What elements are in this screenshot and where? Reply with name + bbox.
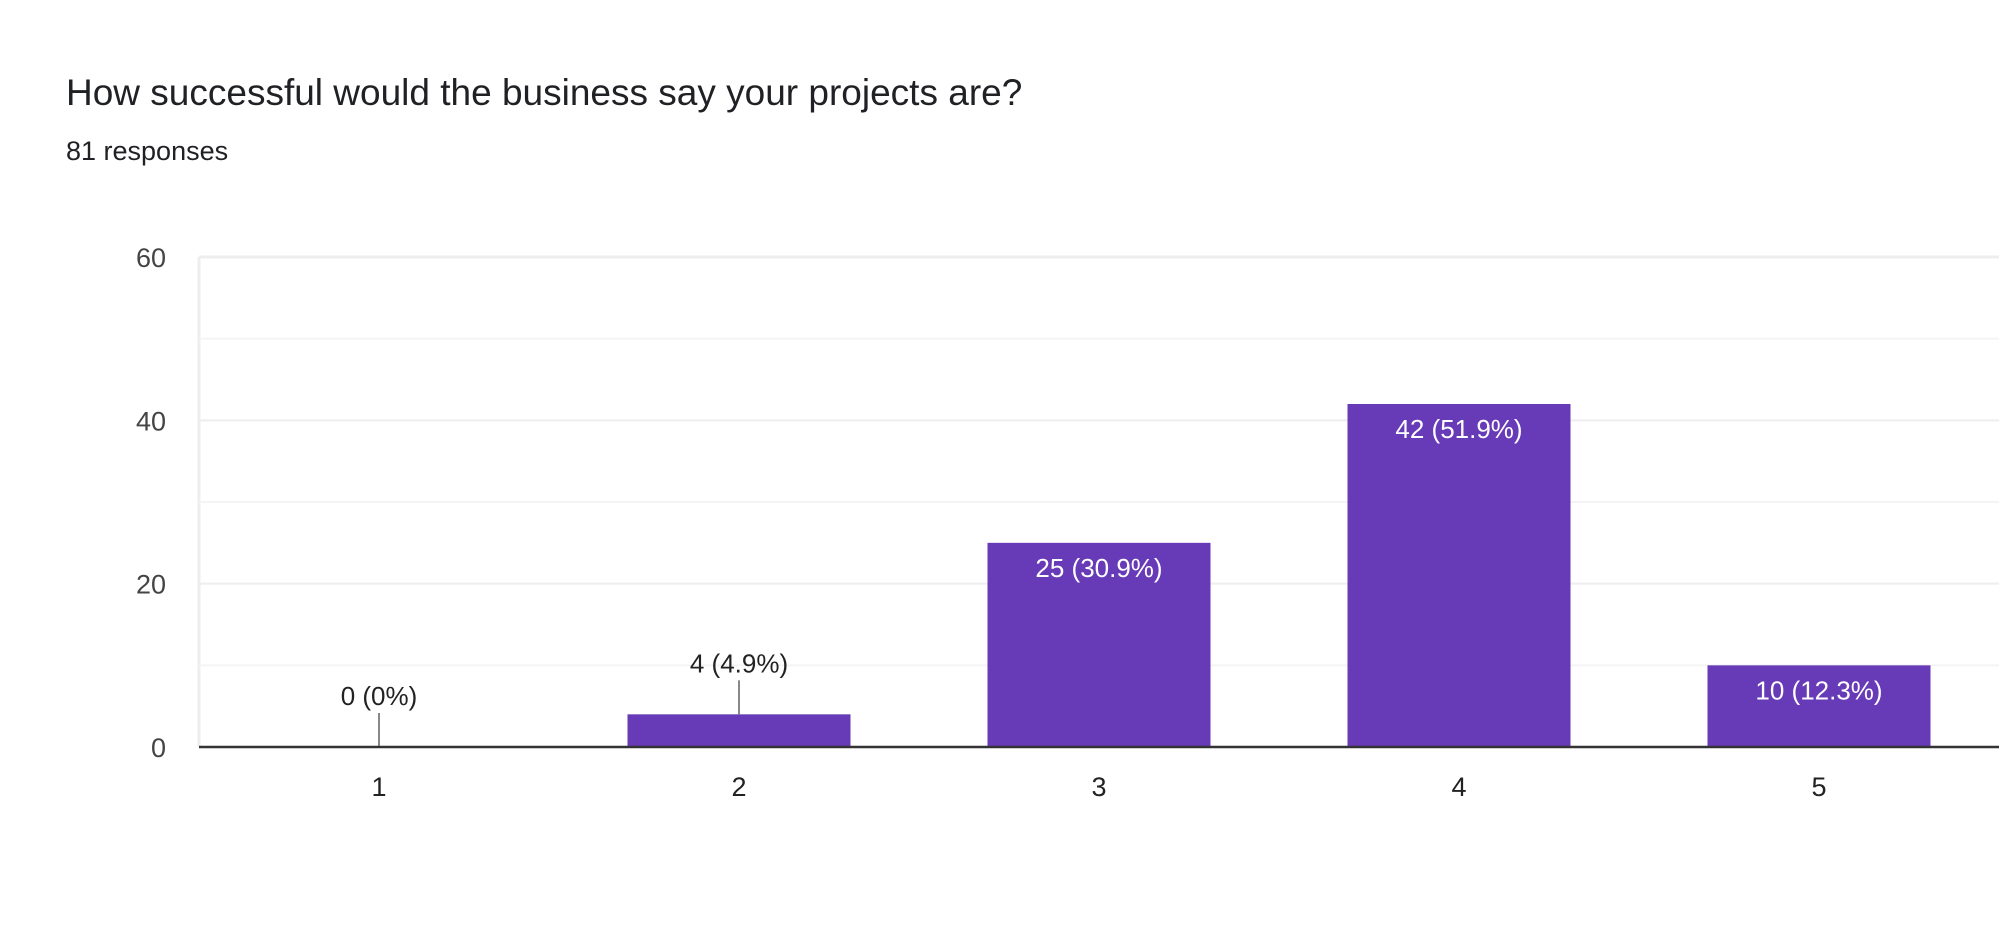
data-label: 25 (30.9%): [1035, 553, 1162, 583]
data-label: 10 (12.3%): [1755, 675, 1882, 705]
x-tick-label: 2: [731, 772, 746, 802]
bar: [1347, 404, 1571, 747]
y-tick-label: 40: [136, 406, 166, 436]
bar: [987, 542, 1211, 747]
y-tick-label: 20: [136, 570, 166, 600]
x-tick-label: 4: [1451, 772, 1466, 802]
chart-title: How successful would the business say yo…: [66, 72, 1023, 113]
data-label: 4 (4.9%): [690, 648, 788, 678]
response-count: 81 responses: [66, 136, 229, 166]
x-tick-label: 5: [1811, 772, 1826, 802]
bar: [627, 714, 851, 747]
y-tick-label: 0: [151, 733, 166, 763]
data-label: 0 (0%): [341, 681, 418, 711]
x-tick-label: 3: [1091, 772, 1106, 802]
data-label: 42 (51.9%): [1395, 414, 1522, 444]
x-tick-label: 1: [371, 772, 386, 802]
y-tick-label: 60: [136, 243, 166, 273]
bar: [1707, 665, 1931, 747]
